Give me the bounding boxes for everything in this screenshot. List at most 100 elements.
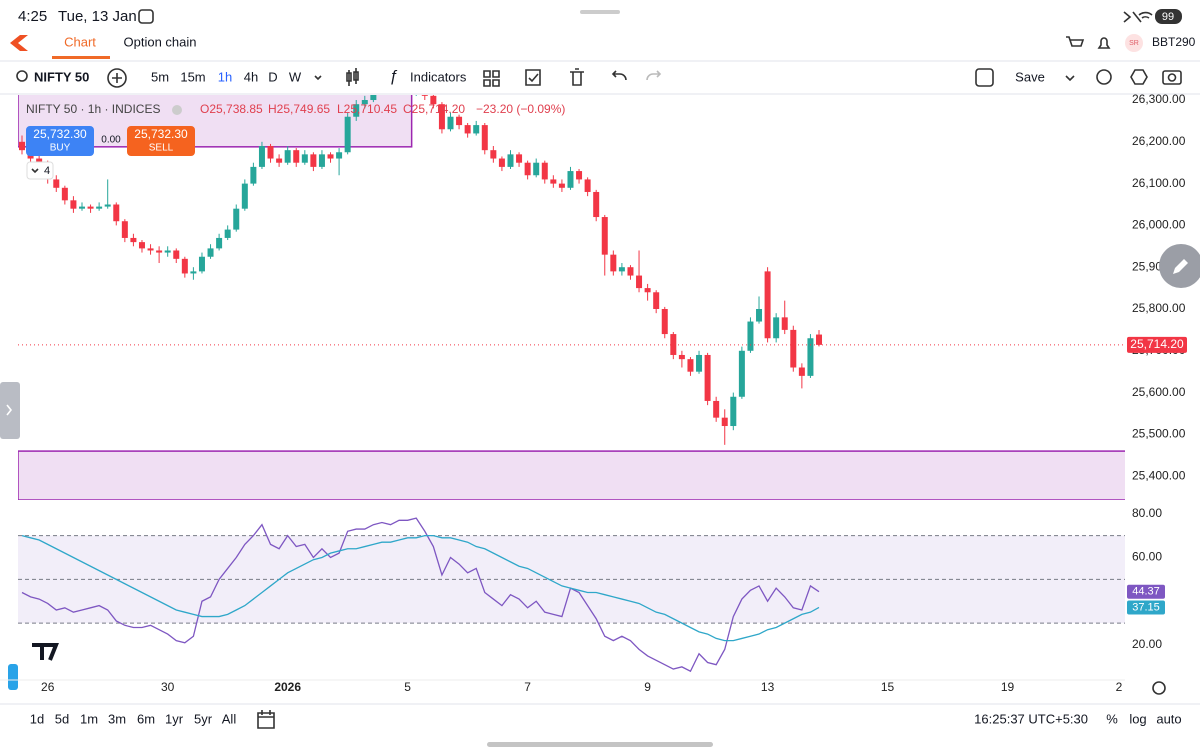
indicators-button[interactable]: Indicators xyxy=(410,69,467,84)
y-tick-label: 25,400.00 xyxy=(1132,468,1186,482)
candle-body xyxy=(558,183,565,188)
legend-low: L25,710.45 xyxy=(337,102,397,116)
replay-icon[interactable] xyxy=(1096,69,1112,85)
candle-body xyxy=(807,338,814,376)
interval-active[interactable]: 1h xyxy=(218,69,232,84)
pane xyxy=(18,517,1125,673)
range[interactable]: All xyxy=(222,711,237,726)
fx-icon[interactable]: ƒ xyxy=(389,68,398,85)
candle-body xyxy=(601,217,608,255)
rsi-tick-label: 60.00 xyxy=(1132,550,1162,564)
candle-body xyxy=(464,125,471,134)
range[interactable]: 1d xyxy=(30,711,44,726)
symbol[interactable]: NIFTY 50 xyxy=(34,69,89,84)
add-symbol[interactable] xyxy=(107,68,127,88)
interval[interactable]: 15m xyxy=(180,69,205,84)
save-button[interactable]: Save xyxy=(1015,69,1045,84)
candle-body xyxy=(241,183,248,209)
buy-button[interactable] xyxy=(26,126,94,156)
legend-symbol: NIFTY 50 · 1h · INDICES xyxy=(26,102,160,116)
candle-body xyxy=(498,158,505,167)
candle-body xyxy=(250,166,257,184)
range[interactable]: 3m xyxy=(108,711,126,726)
bottom-panel-tab[interactable] xyxy=(8,664,18,690)
save-checkbox[interactable] xyxy=(975,68,994,87)
save-menu[interactable] xyxy=(1065,75,1075,82)
status-date: Tue, 13 Jan xyxy=(58,8,137,25)
candle-body xyxy=(524,162,531,176)
axis-settings[interactable] xyxy=(1152,681,1166,695)
legend-status xyxy=(172,105,182,115)
undo-icon[interactable] xyxy=(611,70,627,81)
range[interactable]: 5d xyxy=(55,711,69,726)
candle-body xyxy=(541,162,548,180)
candle-body xyxy=(198,256,205,272)
range[interactable]: 1yr xyxy=(165,711,184,726)
account-id[interactable]: BBT290 xyxy=(1152,35,1196,49)
candle-body xyxy=(164,250,171,253)
y-tick-label: 26,200.00 xyxy=(1132,134,1186,148)
y-tick-label: 26,300.00 xyxy=(1132,92,1186,106)
logo[interactable] xyxy=(10,35,28,51)
candle-body xyxy=(147,248,154,251)
bell-icon[interactable] xyxy=(1097,37,1111,49)
candle-body xyxy=(138,242,145,249)
candle-body xyxy=(516,154,523,163)
candle-body xyxy=(756,308,763,322)
search-icon[interactable] xyxy=(16,70,28,82)
candle-body xyxy=(421,95,428,96)
candle-body xyxy=(661,308,668,335)
collapse-button[interactable] xyxy=(26,161,54,180)
candle-body xyxy=(318,154,325,167)
rsi-line xyxy=(21,517,820,673)
delete-icon[interactable] xyxy=(570,68,584,86)
candle-body xyxy=(584,179,591,192)
tv-logo xyxy=(32,643,59,661)
candle-body xyxy=(447,116,454,130)
range[interactable]: 6m xyxy=(137,711,155,726)
interval-menu[interactable] xyxy=(314,75,322,81)
candle-body xyxy=(593,191,600,218)
candle-body xyxy=(87,206,94,209)
interval[interactable]: 4h xyxy=(244,69,258,84)
candle-body xyxy=(284,150,291,163)
screen-icon xyxy=(138,9,154,24)
tab-option-chain[interactable]: Option chain xyxy=(124,34,197,49)
tab-chart[interactable]: Chart xyxy=(64,34,96,49)
chart-type-icon[interactable] xyxy=(346,68,359,86)
percent-toggle[interactable]: % xyxy=(1106,711,1118,726)
add-symbol-plus xyxy=(112,73,122,83)
layout-icon[interactable] xyxy=(483,70,500,87)
range[interactable]: 1m xyxy=(80,711,98,726)
snapshot-icon[interactable] xyxy=(1162,70,1182,85)
settings-icon[interactable] xyxy=(1130,69,1148,85)
sell-button[interactable] xyxy=(127,126,195,156)
battery xyxy=(1155,9,1182,24)
candle-body xyxy=(258,145,265,167)
auto-toggle[interactable]: auto xyxy=(1156,711,1181,726)
candle-body xyxy=(361,100,368,105)
candle-body xyxy=(130,237,137,243)
rsi-tick-label: 80.00 xyxy=(1132,506,1162,520)
interval[interactable]: W xyxy=(289,69,302,84)
log-toggle[interactable]: log xyxy=(1129,711,1146,726)
avatar[interactable] xyxy=(1125,34,1143,52)
rsi-value-label: 37.15 xyxy=(1132,601,1160,613)
candle-body xyxy=(627,267,634,276)
candle-body xyxy=(507,154,514,167)
y-tick-label: 25,500.00 xyxy=(1132,427,1186,441)
alert-icon[interactable] xyxy=(525,69,541,86)
tab-underline xyxy=(52,56,110,59)
interval[interactable]: D xyxy=(268,69,277,84)
candle-body xyxy=(687,359,694,372)
candle-body xyxy=(747,321,754,351)
range-bar: 1d 5d 1m 3m 6m 1yr 5yr All xyxy=(30,711,237,726)
cart-icon[interactable] xyxy=(1066,36,1085,47)
redo-icon[interactable] xyxy=(646,70,662,81)
calendar-icon[interactable] xyxy=(257,710,275,729)
range[interactable]: 5yr xyxy=(194,711,213,726)
interval[interactable]: 5m xyxy=(151,69,169,84)
snapshot-lens xyxy=(1167,73,1177,82)
candle-body xyxy=(653,292,660,309)
